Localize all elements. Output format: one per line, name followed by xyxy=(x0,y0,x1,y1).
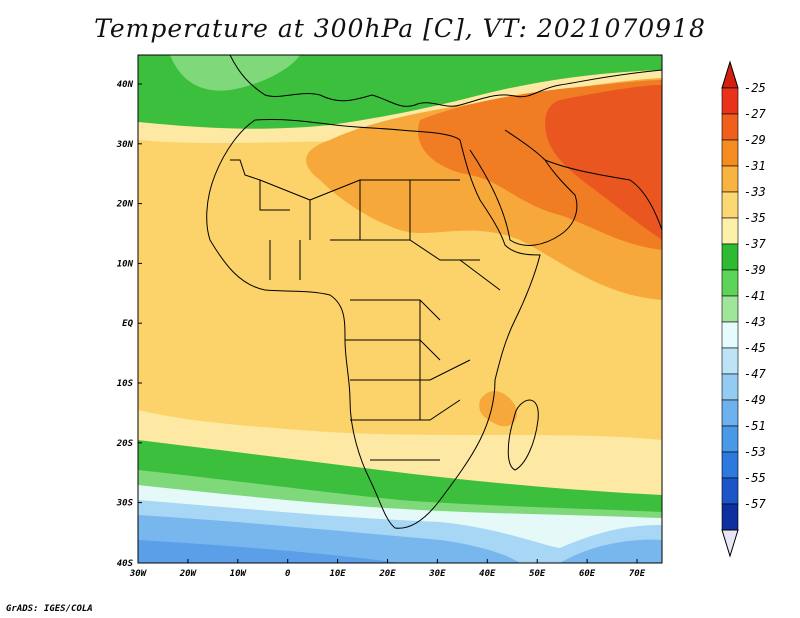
colorbar-segment xyxy=(721,347,739,375)
colorbar-segment xyxy=(721,113,739,141)
colorbar-label: -43 xyxy=(744,315,766,329)
lat-tick-label: EQ xyxy=(122,319,133,329)
colorbar-label: -53 xyxy=(744,445,766,459)
lat-tick-label: 30S xyxy=(116,499,134,509)
lon-tick-label: 40E xyxy=(479,569,496,579)
colorbar-label: -49 xyxy=(744,393,766,407)
lat-tick-label: 20N xyxy=(116,200,134,210)
colorbar-top-triangle xyxy=(721,60,739,89)
credit-label: GrADS: IGES/COLA xyxy=(6,604,93,614)
latitude-axis: 40N 30N 20N 10N EQ 10S 20S 30S 40S xyxy=(116,80,142,569)
lon-tick-label: 60E xyxy=(579,569,596,579)
colorbar-segment xyxy=(721,139,739,167)
country-borders xyxy=(206,55,662,529)
colorbar-segment xyxy=(721,243,739,271)
colorbar-segment xyxy=(721,217,739,245)
colorbar-label: -51 xyxy=(744,419,766,433)
lat-tick-label: 40S xyxy=(117,559,134,569)
colorbar-segment xyxy=(721,451,739,479)
field-red xyxy=(545,85,662,240)
longitude-axis: 30W 20W 10W 0 10E 20E 30E 40E 50E 60E 70E xyxy=(129,559,646,579)
colorbar-segment xyxy=(721,87,739,115)
colorbar-label: -29 xyxy=(744,133,766,147)
arabia-coast xyxy=(469,129,578,246)
field-blue-east xyxy=(560,539,662,563)
plot-frame xyxy=(137,54,663,564)
colorbar-label: -31 xyxy=(744,159,766,173)
colorbar-label: -35 xyxy=(744,211,766,225)
colorbar-segment xyxy=(721,165,739,193)
colorbar-label: -27 xyxy=(744,107,766,121)
madagascar-coast xyxy=(507,399,539,471)
lat-tick-label: 20S xyxy=(116,439,134,449)
colorbar-segment xyxy=(721,191,739,219)
lon-tick-label: 20W xyxy=(179,569,198,579)
colorbar-label: -25 xyxy=(744,81,766,95)
colorbar-label: -45 xyxy=(744,341,766,355)
colorbar-segment xyxy=(721,477,739,505)
europe-coast xyxy=(229,55,662,107)
lon-tick-label: 30E xyxy=(428,569,446,579)
africa-coast xyxy=(206,118,541,529)
lat-tick-label: 40N xyxy=(117,80,134,90)
colorbar-label: -57 xyxy=(744,497,766,511)
lat-tick-label: 10S xyxy=(117,379,134,389)
lon-tick-label: 30W xyxy=(129,569,148,579)
colorbar-segment xyxy=(721,321,739,349)
colorbar-label: -39 xyxy=(744,263,766,277)
lon-tick-label: 50E xyxy=(529,569,546,579)
lon-tick-label: 70E xyxy=(629,569,646,579)
field-light-green-north xyxy=(170,55,300,91)
lat-tick-label: 10N xyxy=(117,259,134,269)
plot-title: Temperature at 300hPa [C], VT: 202107091… xyxy=(94,14,706,43)
colorbar-segment xyxy=(721,269,739,297)
colorbar-segment xyxy=(721,295,739,323)
colorbar-segment xyxy=(721,503,739,531)
colorbar-bottom-triangle xyxy=(721,529,739,558)
colorbar-label: -41 xyxy=(744,289,766,303)
field-mid-blue xyxy=(138,540,400,563)
colorbar-label: -47 xyxy=(744,367,766,381)
lon-tick-label: 10W xyxy=(230,569,248,579)
iran-coast xyxy=(544,159,662,231)
colorbar-label: -37 xyxy=(744,237,766,251)
colorbar-segment xyxy=(721,399,739,427)
colorbar-segment xyxy=(721,425,739,453)
interior-borders xyxy=(230,159,501,461)
colorbar-label: -55 xyxy=(744,471,766,485)
colorbar-segment xyxy=(721,373,739,401)
lon-tick-label: 20E xyxy=(378,569,396,579)
lat-tick-label: 30N xyxy=(116,140,134,150)
lon-tick-label: 0 xyxy=(285,569,291,579)
lon-tick-label: 10E xyxy=(329,569,346,579)
colorbar: -25 -27 -29 -31 -33 -35 -37 -39 -41 -43 -45 -47 -49 -… xyxy=(721,60,766,558)
temperature-field xyxy=(138,55,662,563)
colorbar-label: -33 xyxy=(744,185,766,199)
